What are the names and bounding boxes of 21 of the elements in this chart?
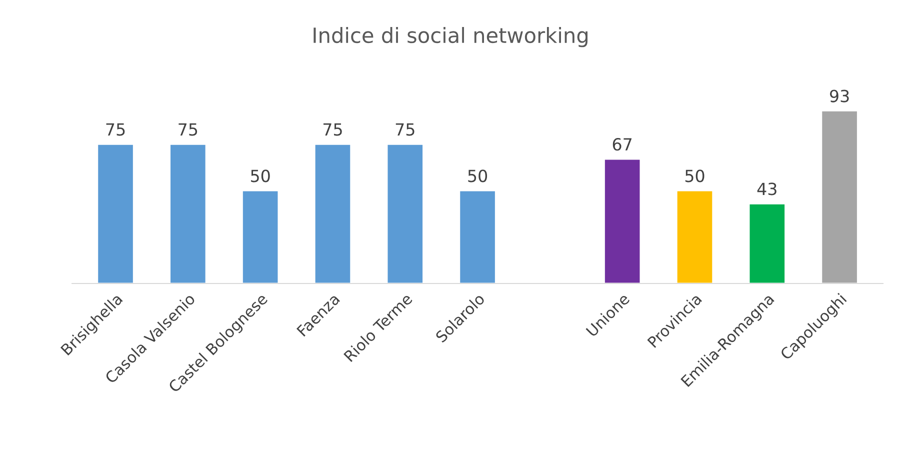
data-label: 75 [106, 123, 125, 136]
data-label: 67 [612, 138, 632, 151]
bar [748, 202, 786, 284]
chart-title: Indice di social networking [314, 27, 588, 48]
bar [169, 143, 207, 284]
data-label: 50 [251, 170, 270, 182]
bar [676, 190, 714, 284]
bar [96, 143, 134, 284]
data-label: 93 [830, 90, 849, 102]
bar [604, 158, 642, 284]
bar [458, 190, 496, 284]
bar [242, 190, 280, 284]
bar [820, 110, 858, 284]
data-label: 75 [396, 123, 414, 136]
data-label: 50 [468, 170, 488, 182]
data-label: 75 [323, 123, 342, 136]
data-label: 75 [178, 123, 198, 136]
data-label: 43 [757, 182, 776, 196]
data-label: 50 [685, 170, 704, 182]
bar [386, 143, 424, 284]
bar [314, 143, 352, 284]
